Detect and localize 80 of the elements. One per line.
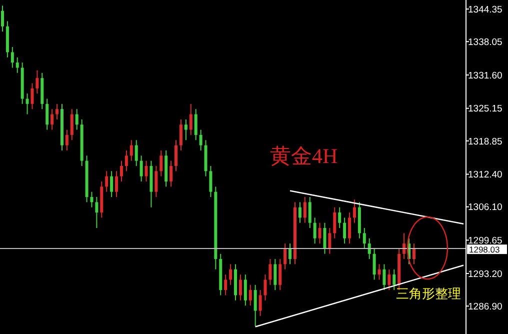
annotation: 三角形整理 (396, 287, 461, 302)
candlestick (284, 243, 287, 270)
candlestick (120, 160, 123, 182)
y-tick-label: 1312.40 (468, 170, 502, 181)
candlestick (224, 274, 228, 296)
candlestick (194, 108, 198, 141)
y-tick-label: 1331.60 (468, 70, 502, 82)
candlestick (278, 258, 282, 291)
y-tick-label: 1286.90 (468, 301, 502, 312)
y-tick-label: 1325.15 (468, 104, 502, 115)
candlestick (264, 274, 267, 301)
candlestick (392, 268, 396, 291)
candlestick (160, 150, 163, 177)
candlestick (362, 228, 366, 250)
candlestick (313, 217, 316, 244)
candlestick (170, 160, 173, 188)
candlestick (318, 222, 322, 244)
candlestick (70, 108, 74, 141)
candlestick (258, 290, 262, 316)
candlestick (115, 170, 118, 198)
candlestick (378, 264, 381, 280)
candlestick (352, 199, 356, 224)
candlestick (16, 56, 19, 74)
y-tick-label: 1299.65 (468, 236, 502, 247)
candlestick (323, 222, 326, 254)
ref-line-label: 1298.03 (469, 244, 500, 254)
candlestick (229, 264, 232, 286)
candlestick (95, 196, 98, 229)
candlestick (348, 212, 352, 244)
y-tick-label: 1338.05 (468, 36, 502, 48)
candlestick (75, 108, 78, 130)
y-tick-label: 1318.85 (468, 136, 502, 148)
candlestick (382, 264, 386, 291)
candlestick (154, 165, 158, 198)
candlestick (56, 103, 59, 120)
candlestick (1, 5, 4, 32)
candlestick (402, 232, 406, 260)
candlestick (90, 191, 94, 208)
candlestick (130, 140, 133, 162)
candlestick (328, 228, 332, 254)
candlestick (268, 258, 272, 286)
y-tick-label: 1293.20 (468, 268, 502, 280)
candlestick (274, 258, 277, 291)
candlestick (412, 243, 416, 265)
candlestick (36, 70, 39, 94)
candlestick (372, 248, 376, 280)
candlestick (105, 170, 108, 192)
y-tick-label: 1344.35 (468, 4, 502, 16)
candlestick (199, 129, 202, 151)
candlestick (288, 243, 292, 265)
candlestick (46, 98, 49, 130)
annotation: 黄金4H (270, 144, 338, 168)
candlestick (65, 129, 68, 151)
candlestick (308, 196, 312, 229)
candlestick (174, 140, 178, 172)
candlestick (388, 268, 391, 291)
candlestick (298, 202, 302, 224)
candlestick (303, 196, 306, 224)
candlestick (179, 118, 182, 151)
candlestick (238, 274, 242, 301)
candlestick (338, 206, 342, 229)
candlestick (209, 165, 212, 198)
candlestick (26, 93, 29, 115)
y-tick-label: 1306.10 (468, 202, 502, 214)
candlestick (30, 82, 34, 110)
candlestick (184, 118, 188, 141)
candlestick (189, 103, 192, 136)
candlestick (50, 108, 54, 130)
candlestick (343, 217, 346, 244)
candlestick (140, 155, 143, 182)
candlestick (134, 140, 138, 166)
candlestick (368, 238, 371, 260)
candlestick (254, 284, 257, 327)
candlestick (248, 284, 252, 306)
candlestick (333, 206, 336, 239)
candlestick (110, 170, 114, 198)
candlestick (244, 274, 247, 306)
candlestick (124, 150, 128, 172)
candlestick (10, 46, 14, 68)
candlestick (144, 160, 148, 182)
